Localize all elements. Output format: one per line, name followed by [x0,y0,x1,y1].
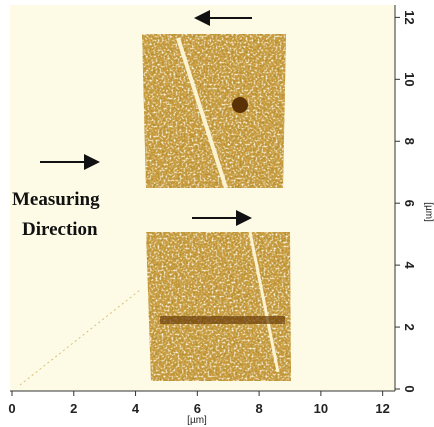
x-tick-label: 2 [70,401,77,416]
x-tick-label: 8 [255,401,262,416]
y-axis-label: [µm] [423,202,434,222]
x-tick-label: 4 [132,401,140,416]
y-tick-label: 8 [402,138,417,145]
x-tick-label: 6 [194,401,201,416]
annotation: Direction [22,219,98,240]
y-tick-label: 0 [402,385,417,392]
scan-patch-top [140,30,290,190]
y-tick-label: 2 [402,323,417,330]
y-tick-label: 10 [402,72,417,86]
x-tick-label: 0 [8,401,15,416]
x-axis-label: [µm] [187,415,207,426]
x-tick-label: 10 [314,401,328,416]
y-tick-label: 6 [402,200,417,207]
afm-figure: Measuring Direction [µm] [µm] 0 2 4 6 8 10 12 0… [0,0,434,427]
annotation: Measuring [12,189,100,210]
scan-patch-bottom [144,228,294,384]
y-tick-label: 4 [402,262,417,270]
y-tick-label: 12 [402,10,417,24]
x-tick-label: 12 [375,401,389,416]
